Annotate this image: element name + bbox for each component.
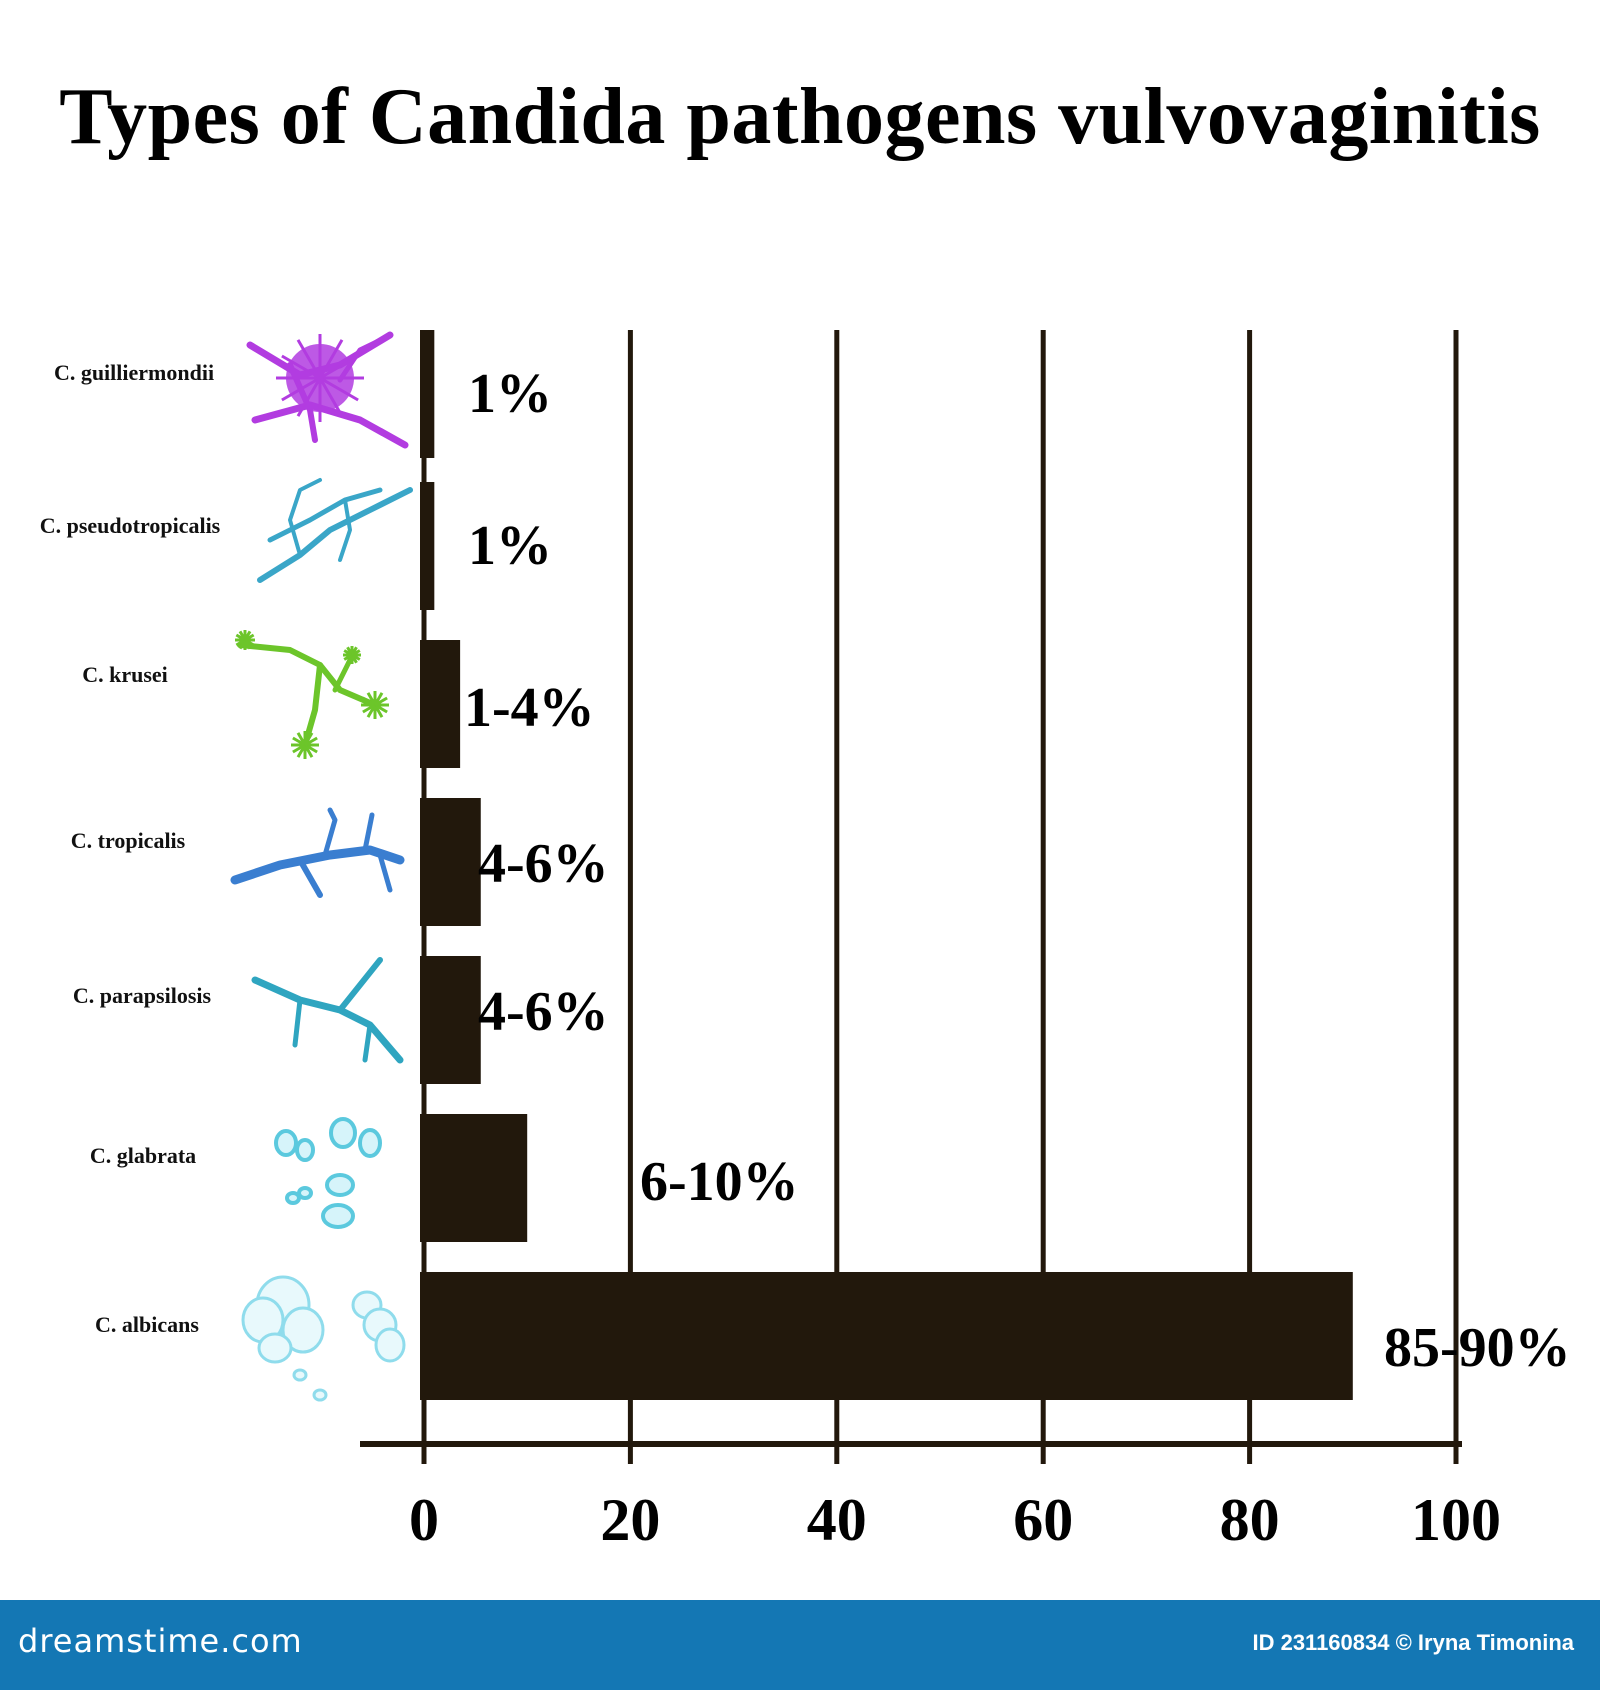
- pseudotropicalis-illustration: [257, 478, 413, 583]
- spore-ray: [244, 633, 255, 642]
- x-tick-label: 100: [1411, 1487, 1501, 1553]
- axis-layer: 0 20 40 60 80 100: [360, 1441, 1501, 1553]
- footer-brand[interactable]: dreamstime.com: [18, 1622, 303, 1660]
- bar: [420, 798, 481, 926]
- labels-layer: 1% C. guilliermondii 1% C. pseudotropicalis…: [40, 360, 1571, 1379]
- bar: [420, 956, 481, 1084]
- yeast-cell: [329, 1117, 357, 1149]
- data-label: 4-6%: [478, 833, 609, 895]
- yeast-cell: [257, 1332, 293, 1364]
- category-label: C. guilliermondii: [54, 360, 214, 385]
- hypha-branch: [332, 657, 353, 693]
- yeast-cell: [312, 1388, 328, 1402]
- data-label: 1%: [468, 363, 552, 425]
- illustrations-layer: [230, 331, 413, 1402]
- hypha-branch: [257, 487, 413, 583]
- yeast-cell: [358, 1128, 382, 1158]
- footer-credit: ID 231160834 © Iryna Timonina: [1252, 1630, 1574, 1655]
- albicans-illustration: [241, 1275, 406, 1402]
- footer-bar: dreamstime.com ID 231160834 © Iryna Timo…: [0, 1600, 1600, 1690]
- data-label: 85-90%: [1384, 1317, 1571, 1379]
- spore-ray: [351, 649, 361, 657]
- bar-chart: 1% C. guilliermondii 1% C. pseudotropicalis…: [40, 330, 1571, 1553]
- yeast-cell: [321, 1203, 355, 1229]
- yeast-cell: [274, 1129, 298, 1157]
- spore-ray: [319, 376, 359, 402]
- yeast-cell: [297, 1186, 313, 1200]
- guilliermondii-illustration: [246, 331, 409, 449]
- hypha-branch: [322, 807, 338, 858]
- yeast-cell: [374, 1327, 406, 1363]
- krusei-illustration: [235, 630, 389, 759]
- parapsilosis-illustration: [251, 957, 404, 1064]
- x-tick-label: 20: [600, 1487, 660, 1553]
- hypha-branch: [292, 997, 303, 1048]
- hypha-branch: [251, 401, 409, 449]
- spore-ray: [318, 339, 344, 379]
- bar: [420, 1114, 528, 1242]
- spore-ray: [319, 354, 359, 380]
- spore-ray: [304, 736, 318, 747]
- category-label: C. tropicalis: [71, 828, 186, 853]
- chart-title: Types of Candida pathogens vulvovaginiti…: [59, 73, 1541, 161]
- yeast-cell: [281, 1306, 325, 1354]
- hypha-branch: [297, 857, 323, 898]
- yeast-cell: [285, 1191, 301, 1205]
- yeast-cell: [292, 1368, 308, 1382]
- bar: [420, 1272, 1353, 1400]
- hypha-branch: [267, 487, 383, 543]
- data-label: 6-10%: [640, 1151, 799, 1213]
- x-tick-label: 60: [1013, 1487, 1073, 1553]
- spore-ray: [374, 696, 388, 707]
- glabrata-illustration: [274, 1117, 382, 1229]
- data-label: 1-4%: [464, 677, 595, 739]
- x-tick-label: 0: [409, 1487, 439, 1553]
- hypha-branch: [362, 1022, 373, 1063]
- spore-ray: [296, 339, 322, 379]
- spore-ray: [296, 377, 322, 417]
- hypha-branch: [302, 662, 323, 748]
- bar: [420, 640, 461, 768]
- bar: [420, 330, 435, 458]
- tropicalis-illustration: [230, 807, 405, 898]
- category-label: C. glabrata: [90, 1143, 196, 1168]
- hypha-branch: [230, 845, 405, 885]
- bars-layer: [420, 330, 1353, 1400]
- x-tick-label: 80: [1220, 1487, 1280, 1553]
- spore-ray: [281, 354, 321, 380]
- hypha-branch: [362, 812, 375, 853]
- hypha-branch: [377, 852, 393, 893]
- yeast-cell: [325, 1173, 355, 1197]
- category-label: C. pseudotropicalis: [40, 513, 221, 538]
- hypha-branch: [337, 957, 383, 1013]
- spore-ray: [281, 376, 321, 402]
- hypha-branch: [288, 478, 322, 557]
- hypha-branch: [338, 498, 352, 562]
- data-label: 4-6%: [478, 981, 609, 1043]
- category-label: C. parapsilosis: [73, 983, 212, 1008]
- yeast-cell: [295, 1138, 315, 1162]
- x-tick-label: 40: [807, 1487, 867, 1553]
- category-label: C. krusei: [82, 662, 168, 687]
- category-label: C. albicans: [95, 1312, 199, 1337]
- hypha-branch: [251, 976, 404, 1064]
- bar: [420, 482, 435, 610]
- spore-ray: [318, 377, 344, 417]
- data-label: 1%: [468, 515, 552, 577]
